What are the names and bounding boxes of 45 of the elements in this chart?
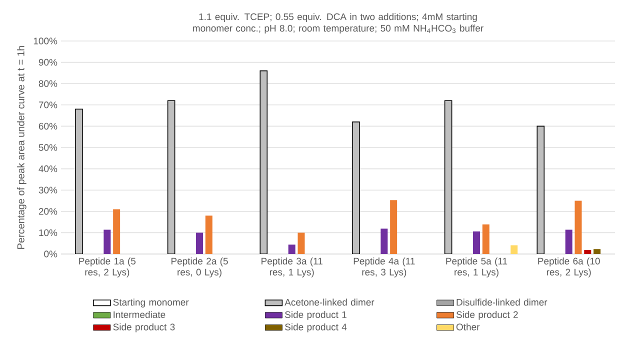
x-tick-label: Peptide 2a (5 res, 0 Lys) [172,258,228,278]
bar [104,230,111,254]
y-tick-label: 40% [38,165,58,172]
bar [584,250,592,254]
legend-label: Acetone-linked dimer [284,298,374,306]
legend-label: Starting monomer [113,298,189,308]
bar [288,244,296,254]
bar [167,100,176,254]
bar [205,216,212,254]
bar [380,228,388,254]
legend-label: Disulfide-linked dimer [456,298,548,306]
bar [113,209,120,254]
bar [444,100,452,254]
x-tick-label: Peptide 5a (11 res, 1 Lys) [446,258,508,278]
y-tick-label: 0% [44,250,58,258]
x-tick-label: Peptide 4a (11 res, 3 Lys) [354,258,415,278]
chart-title: 1.1 equiv. TCEP; 0.55 equiv. DCA in two additions; 4mM starting monomer conc.; pH 8.0; room temperature; 50 mM NH$_{4}$HCO$_{3}$ buffer [193,13,484,34]
y-tick-label: 10% [39,229,58,236]
bar [196,232,204,254]
y-tick-label: 80% [38,80,58,87]
y-tick-label: 100% [34,38,58,44]
y-axis-title: Percentage of peak area under curve at t = 1h [17,46,26,249]
legend-label: Side product 2 [456,311,518,320]
y-tick-label: 70% [38,102,58,108]
legend-label: Side product 1 [285,311,346,320]
bar [565,230,572,254]
y-tick-label: 60% [38,122,58,130]
x-tick-label: Peptide 1a (5 res, 2 Lys) [79,258,136,278]
bar [510,245,518,254]
bar [574,200,582,254]
legend-label: Other [456,323,480,330]
legend-label: Side product 3 [113,323,175,332]
bar [473,231,480,254]
bar [390,200,398,254]
bar [594,249,601,254]
y-tick-label: 20% [38,208,58,215]
legend-label: Intermediate [114,311,166,318]
x-tick-label: Peptide 3a (11 res, 1 Lys) [262,258,322,278]
bar [482,224,490,254]
y-tick-label: 30% [38,186,58,194]
y-tick-label: 90% [38,58,58,66]
bar [298,232,305,254]
x-tick-label: Peptide 6a (10 res, 2 Lys) [538,258,600,278]
legend-label: Side product 4 [285,323,347,332]
y-tick-label: 50% [38,144,58,151]
